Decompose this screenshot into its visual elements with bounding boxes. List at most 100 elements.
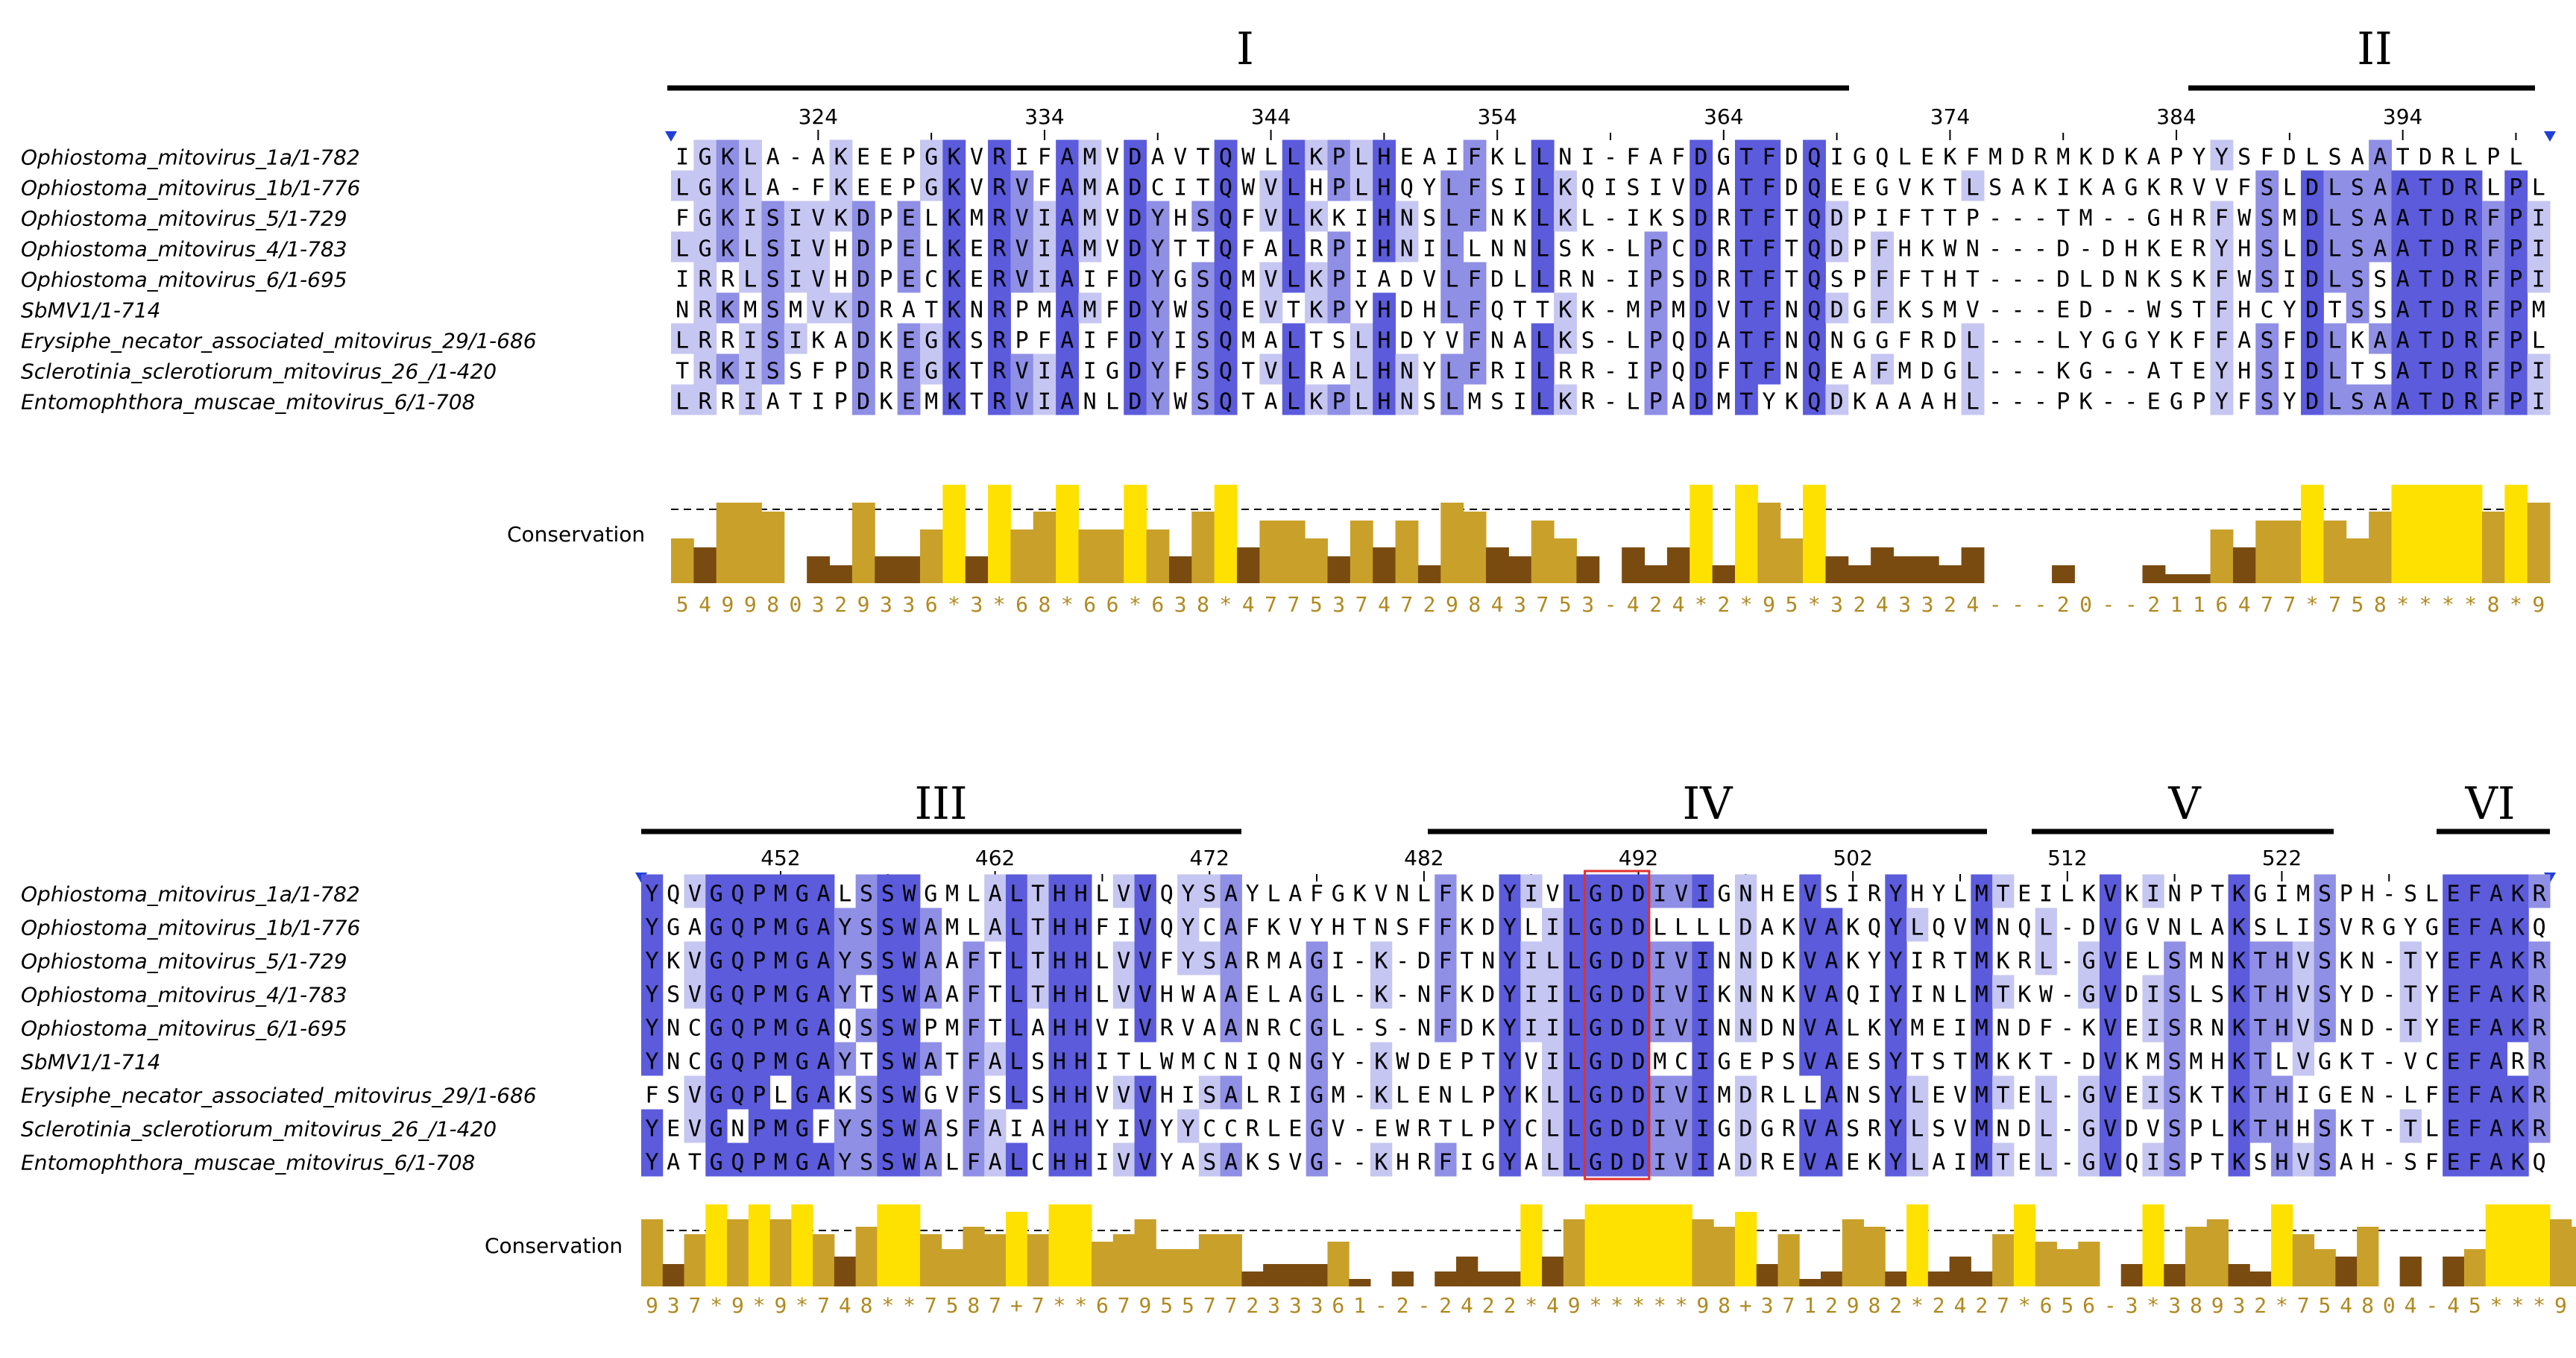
conservation-score: 3 <box>1581 592 1594 617</box>
residue: K <box>2018 982 2031 1008</box>
conservation-bar <box>1435 1271 1457 1286</box>
sequence-name[interactable]: Erysiphe_necator_associated_mitovirus_29… <box>21 1084 537 1108</box>
sequence-name[interactable]: Ophiostoma_mitovirus_1b/1-776 <box>21 916 360 940</box>
conservation-score: 3 <box>902 592 915 617</box>
residue: L <box>1460 1116 1473 1142</box>
residue-shading <box>2210 262 2234 293</box>
residue: G <box>796 1016 809 1042</box>
sequence-name[interactable]: Ophiostoma_mitovirus_1b/1-776 <box>21 175 360 200</box>
residue: H <box>1074 949 1088 975</box>
selection-end-marker[interactable] <box>2544 131 2556 142</box>
conservation-bar <box>1606 1204 1628 1286</box>
residue: A <box>2147 144 2161 170</box>
residue: E <box>2147 389 2161 415</box>
residue: T <box>1921 205 1934 231</box>
residue: A <box>2373 175 2387 201</box>
selection-start-marker[interactable] <box>665 131 677 142</box>
conservation-bar <box>2443 1257 2465 1286</box>
residue: E <box>2447 982 2460 1008</box>
residue: D <box>1610 915 1624 941</box>
residue: G <box>796 915 809 941</box>
sequence-name[interactable]: SbMV1/1-714 <box>21 1050 160 1075</box>
residue: N <box>1481 949 1495 975</box>
residue: V <box>688 982 702 1008</box>
sequence-name[interactable]: Ophiostoma_mitovirus_1a/1-782 <box>21 882 360 907</box>
residue-shading <box>1214 201 1238 232</box>
residue: R <box>992 236 1007 262</box>
sequence-name[interactable]: Sclerotinia_sclerotiorum_mitovirus_26_/1… <box>21 1117 497 1142</box>
residue: H <box>1053 949 1066 975</box>
residue: V <box>1139 1083 1152 1109</box>
residue: I <box>1910 949 1924 975</box>
residue: Y <box>1181 1116 1194 1142</box>
residue: R <box>1558 266 1572 292</box>
residue: L <box>1910 1150 1924 1176</box>
conservation-bar <box>1456 1257 1478 1286</box>
residue: K <box>1558 297 1572 323</box>
residue: R <box>1921 327 1935 353</box>
conservation-bar <box>2035 1242 2057 1286</box>
residue: - <box>2102 205 2115 231</box>
conservation-bar <box>1220 1234 1242 1286</box>
conservation-score: 5 <box>2061 1293 2073 1318</box>
residue: V <box>1804 915 1817 941</box>
sequence-name[interactable]: Ophiostoma_mitovirus_4/1-783 <box>21 236 347 261</box>
residue: V <box>2103 881 2117 908</box>
sequence-name[interactable]: Erysiphe_necator_associated_mitovirus_29… <box>21 328 537 353</box>
conservation-bar <box>2210 529 2234 583</box>
residue-shading <box>1961 170 1985 201</box>
residue-shading <box>693 353 717 385</box>
residue: N <box>1718 949 1731 975</box>
conservation-score: 2 <box>2057 592 2070 617</box>
residue: I <box>2056 175 2070 201</box>
sequence-name[interactable]: Ophiostoma_mitovirus_5/1-729 <box>21 949 347 974</box>
residue: L <box>1010 982 1023 1008</box>
residue: R <box>2533 881 2547 908</box>
residue: V <box>1675 982 1688 1008</box>
residue: L <box>1010 915 1023 941</box>
residue: H <box>2275 1150 2288 1176</box>
sequence-name[interactable]: Ophiostoma_mitovirus_1a/1-782 <box>21 145 360 169</box>
residue: K <box>2034 175 2047 201</box>
residue: - <box>1353 1016 1367 1042</box>
residue: R <box>721 266 735 292</box>
sequence-name[interactable]: Ophiostoma_mitovirus_6/1-695 <box>21 267 347 292</box>
sequence-name[interactable]: Ophiostoma_mitovirus_6/1-695 <box>21 1016 347 1041</box>
conservation-bar <box>2164 574 2188 583</box>
residue-shading <box>851 384 875 415</box>
residue: R <box>992 358 1007 384</box>
residue-shading <box>1689 262 1713 293</box>
residue-shading <box>1803 170 1826 201</box>
residue: - <box>1988 266 2002 292</box>
sequence-name[interactable]: Ophiostoma_mitovirus_4/1-783 <box>21 983 347 1008</box>
residue: H <box>1053 1083 1066 1109</box>
sequence-name[interactable]: Sclerotinia_sclerotiorum_mitovirus_26_/1… <box>21 359 497 383</box>
residue: R <box>2464 297 2478 323</box>
sequence-name[interactable]: Entomophthora_muscae_mitovirus_6/1-708 <box>21 389 475 414</box>
residue: - <box>2382 1049 2396 1075</box>
residue: R <box>992 297 1007 323</box>
residue: K <box>1996 949 2009 975</box>
residue: - <box>1988 327 2002 353</box>
residue: H <box>1053 982 1066 1008</box>
residue: N <box>1400 236 1414 262</box>
residue: A <box>989 881 1002 908</box>
residue: G <box>1853 144 1866 170</box>
residue: A <box>1824 1049 1838 1075</box>
residue: V <box>1265 297 1278 323</box>
residue-shading <box>693 323 717 354</box>
residue: W <box>1943 236 1957 262</box>
residue: N <box>1739 1016 1752 1042</box>
residue: - <box>2124 297 2138 323</box>
residue-shading <box>897 384 921 415</box>
residue: - <box>1604 389 1617 415</box>
residue-shading <box>1033 353 1056 385</box>
residue: L <box>1010 1049 1023 1075</box>
residue-shading <box>1078 201 1102 232</box>
residue: Q <box>1219 297 1232 323</box>
sequence-name[interactable]: Entomophthora_muscae_mitovirus_6/1-708 <box>21 1151 475 1175</box>
residue: T <box>2254 949 2267 975</box>
sequence-name[interactable]: Ophiostoma_mitovirus_5/1-729 <box>21 206 347 230</box>
sequence-name[interactable]: SbMV1/1-714 <box>21 298 160 322</box>
residue: A <box>2373 389 2387 415</box>
